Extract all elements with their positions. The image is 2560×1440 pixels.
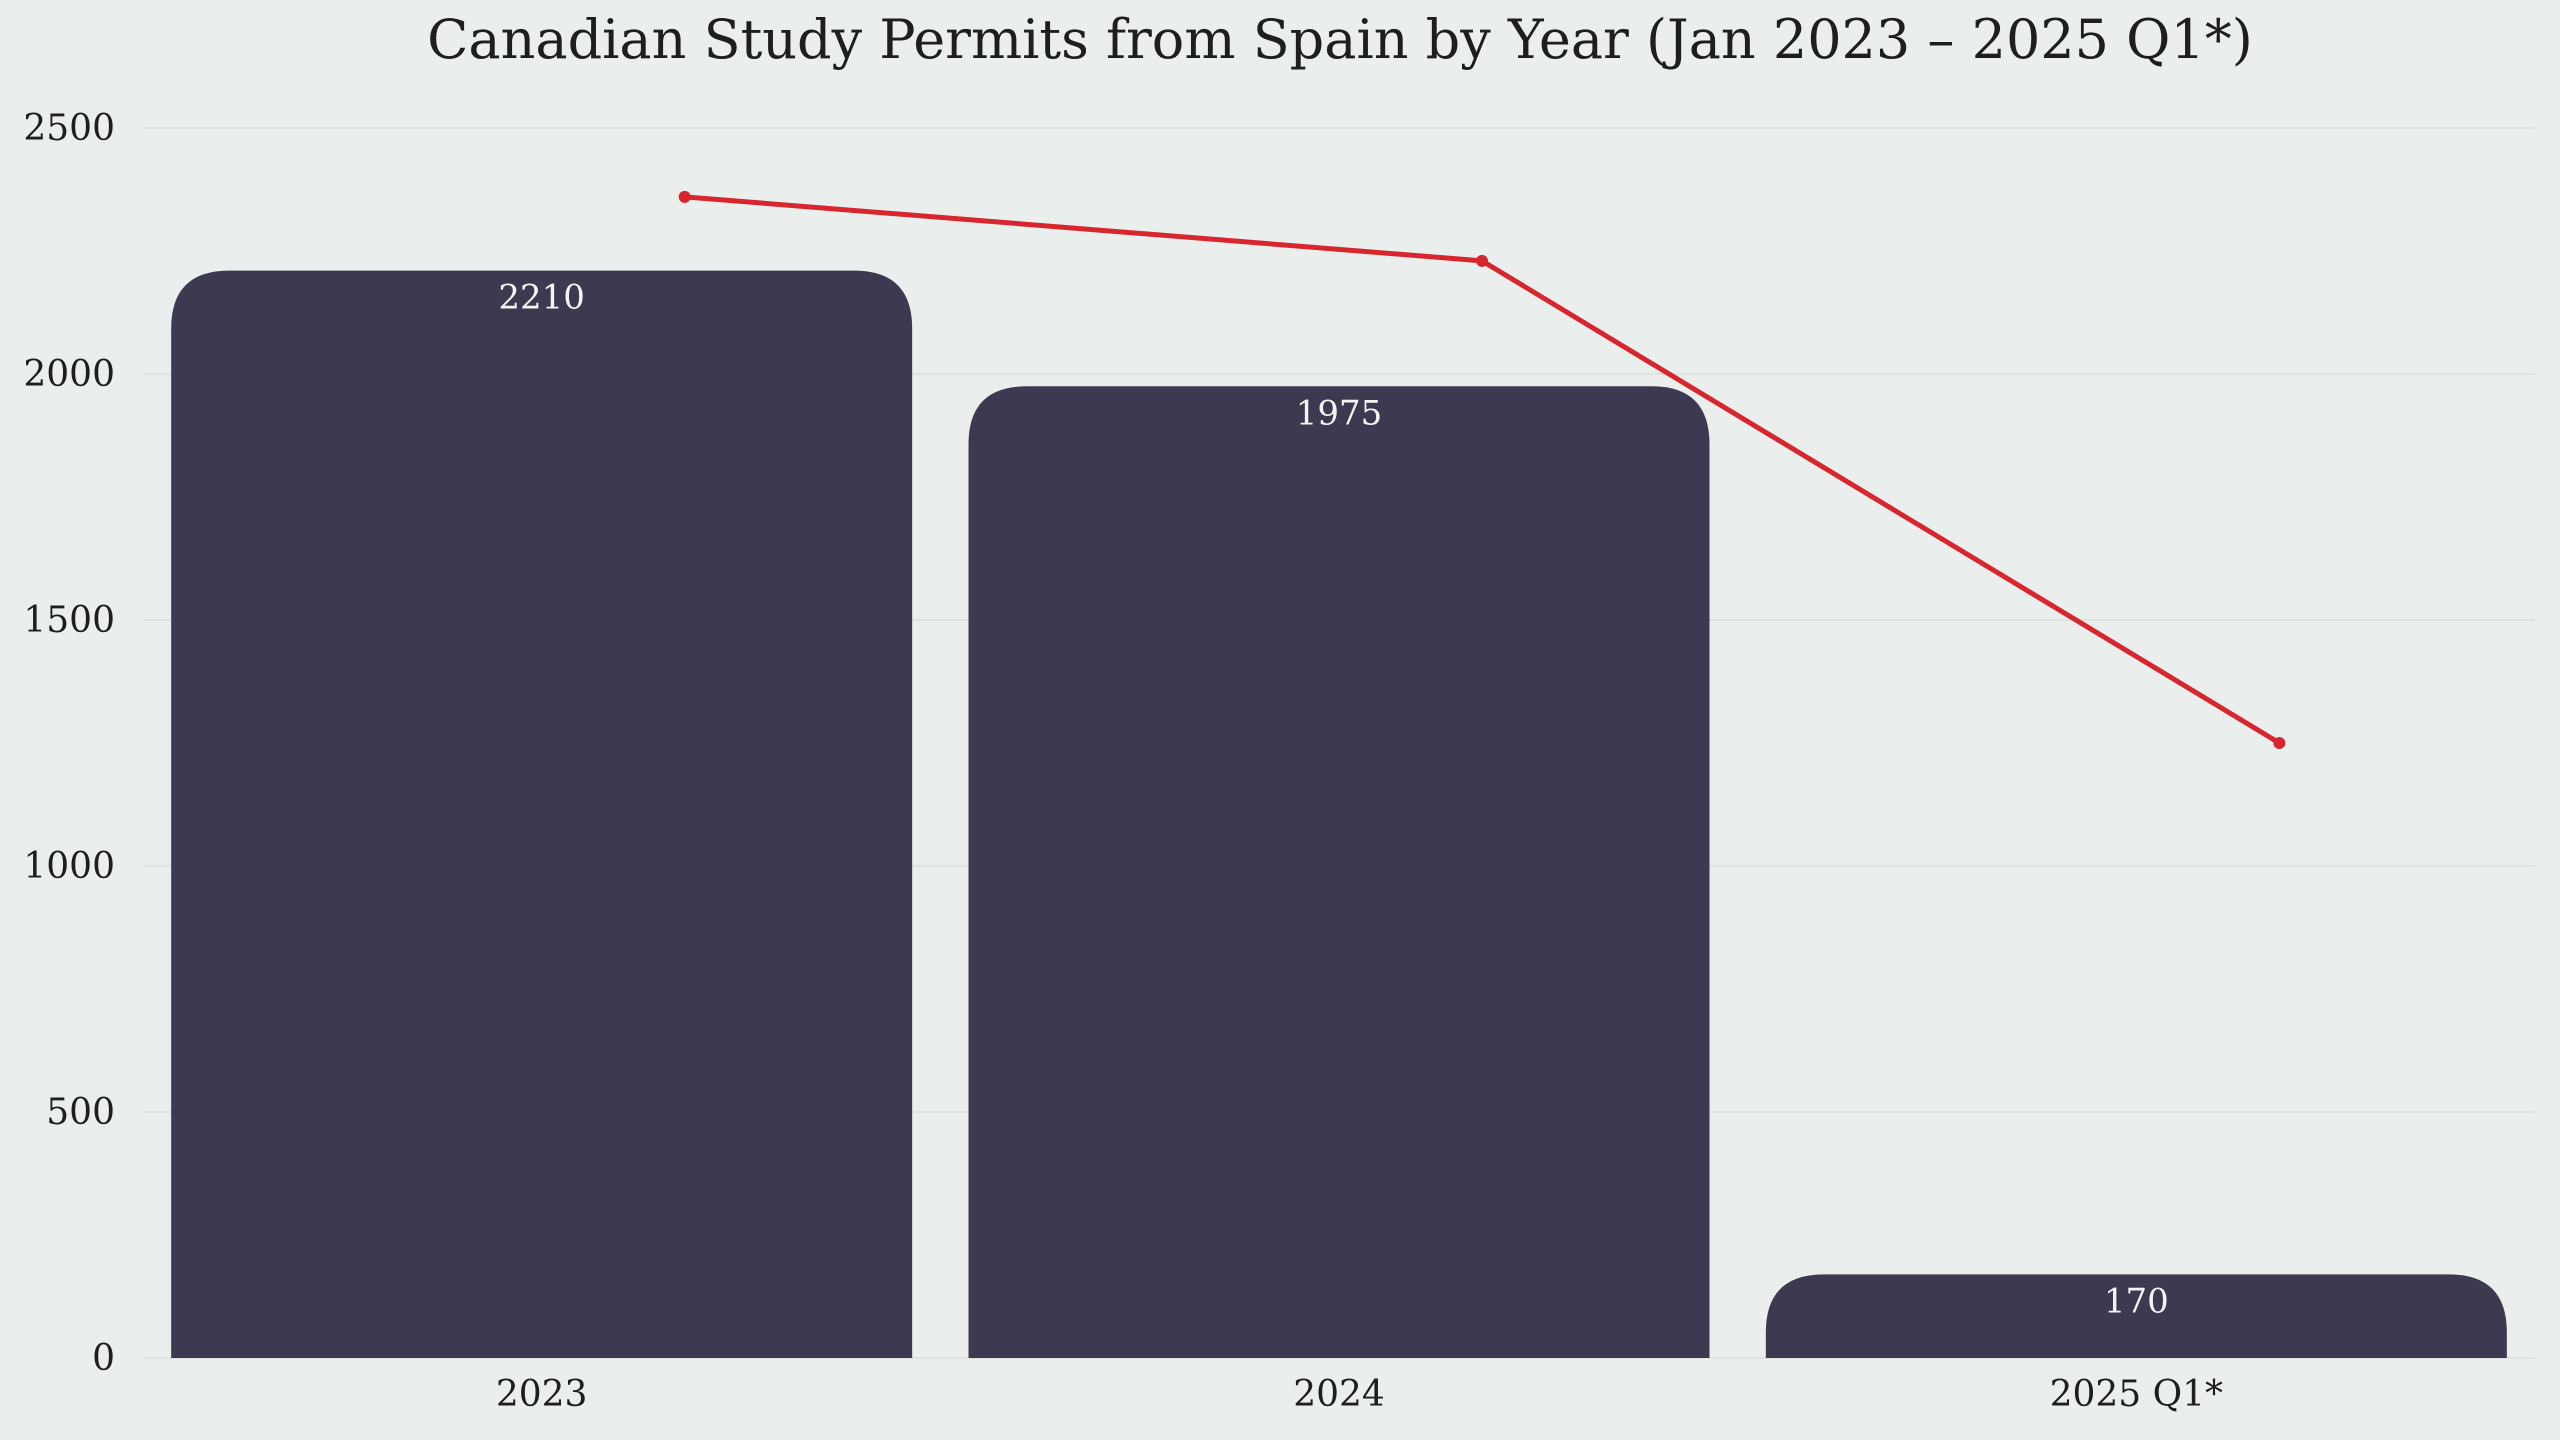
trend-line <box>678 190 2286 749</box>
bar <box>1765 1274 2507 1358</box>
y-axis: 0 500 1000 1500 2000 2500 <box>23 108 115 1379</box>
y-tick-label: 0 <box>92 1338 115 1379</box>
y-tick-label: 1000 <box>23 846 115 887</box>
bar <box>171 270 913 1359</box>
x-tick-label: 2024 <box>1293 1374 1385 1415</box>
bar <box>968 386 1710 1358</box>
y-tick-label: 2000 <box>23 354 115 395</box>
bars: 2210 1975 170 <box>171 270 2507 1359</box>
chart-title: Canadian Study Permits from Spain by Yea… <box>427 8 2253 71</box>
bar-value-label: 170 <box>2104 1281 2169 1321</box>
trend-line-point <box>678 190 691 203</box>
trend-line-point <box>1476 254 1488 267</box>
x-tick-label: 2025 Q1* <box>2050 1374 2223 1415</box>
y-tick-label: 2500 <box>23 108 115 149</box>
y-tick-label: 500 <box>46 1092 115 1133</box>
bar-value-label: 1975 <box>1296 393 1383 433</box>
x-axis: 2023 2024 2025 Q1* <box>496 1374 2223 1415</box>
trend-line-point <box>2273 737 2286 749</box>
bar-value-label: 2210 <box>498 278 585 318</box>
y-tick-label: 1500 <box>23 600 115 641</box>
x-tick-label: 2023 <box>496 1374 588 1415</box>
